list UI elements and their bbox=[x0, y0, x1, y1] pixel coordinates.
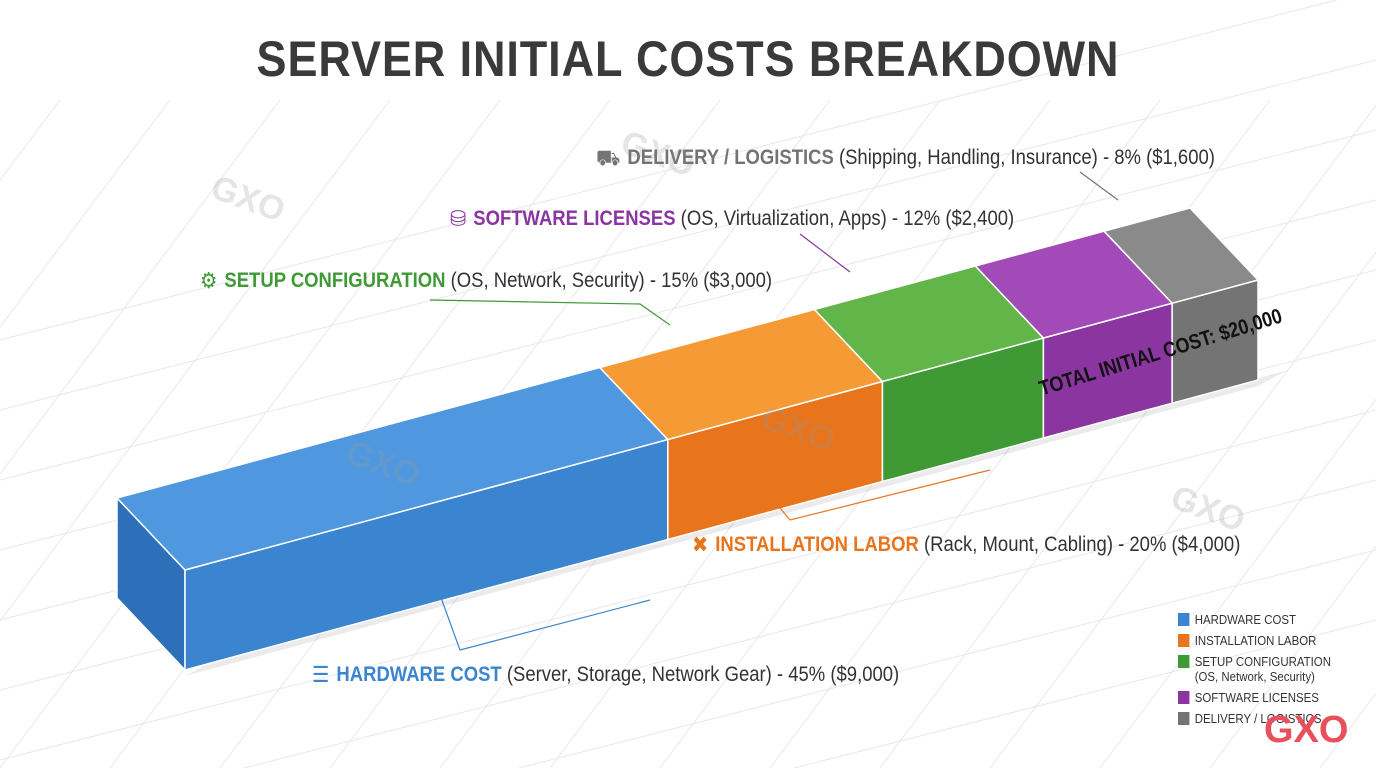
label-software: ⛁ SOFTWARE LICENSES (OS, Virtualization,… bbox=[450, 207, 1014, 231]
label-detail: (Server, Storage, Network Gear) - 45% ($… bbox=[506, 663, 900, 686]
label-detail: (Rack, Mount, Cabling) - 20% ($4,000) bbox=[924, 533, 1241, 556]
grid-line bbox=[0, 99, 61, 181]
legend-sublabel: (OS, Network, Security) bbox=[1194, 669, 1315, 684]
legend-label: SETUP CONFIGURATION bbox=[1194, 654, 1331, 669]
legend-swatch bbox=[1178, 613, 1190, 626]
grid-line bbox=[243, 479, 1376, 768]
tools-icon: ✖ bbox=[692, 532, 709, 557]
grid-line bbox=[0, 99, 281, 475]
legend-swatch bbox=[1178, 655, 1190, 668]
grid-line bbox=[0, 99, 501, 768]
label-detail: (OS, Virtualization, Apps) - 12% ($2,400… bbox=[680, 207, 1015, 230]
label-name: DELIVERY / LOGISTICS bbox=[627, 146, 834, 169]
legend-swatch bbox=[1178, 712, 1190, 725]
bar-segment-top bbox=[1102, 207, 1260, 305]
label-name: INSTALLATION LABOR bbox=[715, 533, 919, 556]
grid-line bbox=[989, 252, 1376, 768]
label-name: HARDWARE COST bbox=[336, 663, 502, 686]
label-detail: (OS, Network, Security) - 15% ($3,000) bbox=[450, 269, 773, 292]
grid-line bbox=[518, 549, 1376, 768]
leader-line bbox=[1079, 171, 1119, 201]
label-name: SETUP CONFIGURATION bbox=[224, 269, 446, 292]
legend-swatch bbox=[1178, 691, 1190, 704]
gear-icon: ⚙ bbox=[200, 268, 218, 293]
grid-line bbox=[794, 619, 1376, 768]
grid-line bbox=[1209, 545, 1376, 768]
grid-line bbox=[0, 59, 1376, 411]
gxo-logo: GXO bbox=[1264, 709, 1349, 751]
grid-line bbox=[0, 409, 1376, 761]
legend-swatch bbox=[1178, 634, 1190, 647]
grid-line bbox=[0, 99, 171, 328]
grid-line bbox=[879, 105, 1376, 768]
legend-item: HARDWARE COST bbox=[1178, 612, 1331, 627]
legend-label: SOFTWARE LICENSES bbox=[1194, 690, 1319, 705]
chart-title: SERVER INITIAL COSTS BREAKDOWN bbox=[256, 31, 1120, 87]
truck-icon: ⛟ bbox=[596, 145, 621, 170]
database-icon: ⛁ bbox=[450, 206, 467, 231]
legend-item: INSTALLATION LABOR bbox=[1178, 633, 1331, 648]
grid-line bbox=[1319, 692, 1376, 768]
leader-line bbox=[429, 299, 671, 326]
legend: HARDWARE COST INSTALLATION LABOR SETUP C… bbox=[1178, 612, 1352, 732]
legend-item: SOFTWARE LICENSES bbox=[1178, 690, 1331, 705]
label-installation: ✖ INSTALLATION LABOR (Rack, Mount, Cabli… bbox=[692, 533, 1240, 557]
label-name: SOFTWARE LICENSES bbox=[473, 207, 676, 230]
label-delivery: ⛟ DELIVERY / LOGISTICS (Shipping, Handli… bbox=[596, 146, 1215, 170]
legend-item: SETUP CONFIGURATION (OS, Network, Securit… bbox=[1178, 654, 1331, 684]
server-icon: ☰ bbox=[312, 662, 330, 687]
legend-label: DELIVERY / LOGISTICS bbox=[1194, 711, 1322, 726]
legend-label: HARDWARE COST bbox=[1194, 612, 1296, 627]
leader-line bbox=[799, 233, 851, 273]
grid-line bbox=[0, 129, 1376, 481]
grid-line bbox=[1099, 398, 1376, 768]
legend-item: DELIVERY / LOGISTICS bbox=[1178, 711, 1331, 726]
label-setup: ⚙ SETUP CONFIGURATION (OS, Network, Secu… bbox=[200, 269, 772, 293]
leader-line bbox=[764, 469, 991, 521]
grid-line bbox=[0, 0, 1337, 341]
label-detail: (Shipping, Handling, Insurance) - 8% ($1… bbox=[838, 146, 1215, 169]
label-hardware: ☰ HARDWARE COST (Server, Storage, Networ… bbox=[312, 663, 899, 687]
legend-label: INSTALLATION LABOR bbox=[1194, 633, 1317, 648]
leader-line bbox=[439, 594, 651, 651]
